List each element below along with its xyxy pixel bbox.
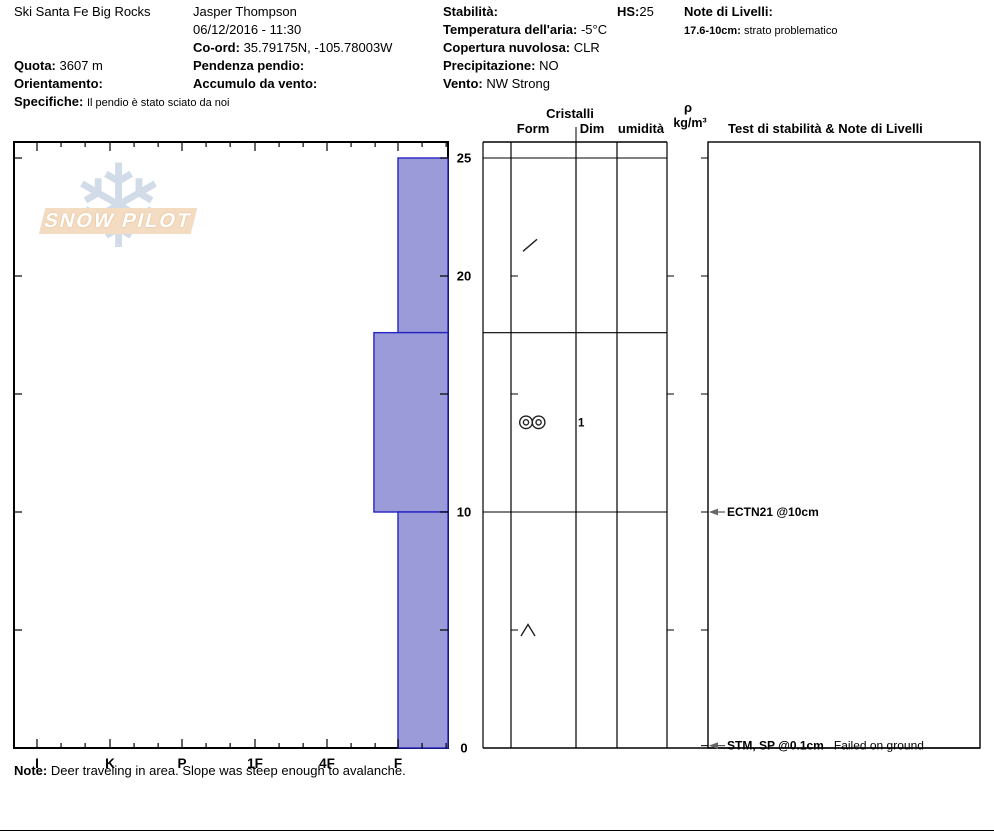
depth-label: 20 (457, 269, 471, 284)
pendenza-label: Pendenza pendio: (193, 58, 305, 73)
temperature-value: -5°C (580, 22, 608, 37)
test-result-text: ECTN21 @10cm (727, 505, 819, 519)
test-arrowhead-icon (709, 508, 718, 516)
quota-value: 3607 m (59, 58, 103, 73)
cloud-cover-label: Copertura nuvolosa: (443, 40, 571, 55)
grain-symbol-chevron (520, 623, 536, 637)
hs-row: HS:25 (617, 4, 654, 19)
specifiche-value: Il pendio è stato sciato da noi (86, 97, 230, 109)
wind-value: NW Strong (486, 76, 550, 91)
hardness-label: F (394, 756, 402, 771)
precipitation-value: NO (539, 58, 559, 73)
wind-row: Vento: NW Strong (443, 76, 550, 91)
coord-label: Co-ord: (193, 40, 240, 55)
stabilita-label: Stabilità: (443, 4, 498, 19)
hs-label: HS: (617, 4, 640, 19)
accumulo-label: Accumulo da vento: (193, 76, 318, 91)
test-arrowhead-icon (709, 742, 718, 750)
hardness-label: I (35, 756, 39, 771)
pit-note-row: Note: Deer traveling in area. Slope was … (14, 763, 406, 778)
grain-symbol-inner-circle (522, 419, 530, 426)
stability-test-annotations: ECTN21 @10cm STM, SP @0.1cm Failed on grou… (701, 505, 924, 753)
quota-row: Quota: 3607 m (14, 58, 103, 73)
layer-notes-header: Note di Livelli: (684, 4, 773, 19)
specifiche-row: Specifiche: Il pendio è stato sciato da … (14, 94, 229, 111)
snow-layer-bar (397, 157, 449, 334)
grain-symbol-slash (522, 238, 538, 252)
pendenza-row: Pendenza pendio: (193, 58, 304, 73)
page-footer-rule (0, 830, 994, 831)
pit-note-text: Deer traveling in area. Slope was steep … (50, 763, 406, 778)
chart-frames (13, 127, 981, 749)
temperature-label: Temperatura dell'aria: (443, 22, 578, 37)
depth-label: 0 (460, 741, 467, 756)
dim-column-header: Dim (580, 121, 605, 136)
density-symbol-header: ρ (684, 100, 692, 115)
density-units-header: kg/m³ (673, 116, 706, 130)
depth-axis-labels: 25 20 10 0 (457, 151, 471, 756)
coord-value: 35.79175N, -105.78003W (243, 40, 393, 55)
depth-label: 10 (457, 505, 471, 520)
precipitation-label: Precipitazione: (443, 58, 536, 73)
stability-tests-frame (707, 141, 981, 749)
stabilita-row: Stabilità: (443, 4, 498, 19)
hardness-bars (373, 157, 449, 749)
wind-label: Vento: (443, 76, 483, 91)
moisture-column-header: umidità (618, 121, 665, 136)
test-result-text: STM, SP @0.1cm Failed on ground (727, 739, 924, 753)
observer-name: Jasper Thompson (193, 4, 297, 19)
hs-value: 25 (639, 4, 654, 19)
orientamento-label: Orientamento: (14, 76, 103, 91)
crystals-column-header: Cristalli (546, 106, 594, 121)
precipitation-row: Precipitazione: NO (443, 58, 559, 73)
layer-note-range: 17.6-10cm: (684, 25, 741, 37)
snow-layer-bar (397, 511, 449, 749)
layer-note-row: 17.6-10cm: strato problematico (684, 24, 837, 39)
temperature-row: Temperatura dell'aria: -5°C (443, 22, 607, 37)
hardness-label: 4F (319, 756, 335, 771)
quota-label: Quota: (14, 58, 56, 73)
orientamento-row: Orientamento: (14, 76, 103, 91)
accumulo-row: Accumulo da vento: (193, 76, 317, 91)
grain-symbol-circle (531, 415, 546, 430)
stability-tests-column-header: Test di stabilità & Note di Livelli (728, 121, 923, 136)
grain-size-value: 1 (578, 417, 585, 429)
pit-datetime: 06/12/2016 - 11:30 (193, 22, 302, 37)
cloud-cover-value: CLR (573, 40, 600, 55)
layer-boundary-lines (483, 157, 667, 513)
hardness-label: 1F (247, 756, 263, 771)
hardness-label: K (105, 756, 115, 771)
snow-layer-bar (373, 331, 449, 513)
specifiche-label: Specifiche: (14, 94, 84, 109)
cloud-cover-row: Copertura nuvolosa: CLR (443, 40, 600, 55)
depth-label: 25 (457, 151, 471, 166)
snowpilot-watermark: ❄ SNOW PILOT (36, 150, 206, 272)
hardness-label: P (177, 756, 186, 771)
pit-note-label: Note: (14, 763, 48, 778)
form-column-header: Form (517, 121, 550, 136)
grain-symbol-circle (519, 415, 534, 430)
coord-row: Co-ord: 35.79175N, -105.78003W (193, 40, 392, 55)
grain-symbol-inner-circle (535, 419, 542, 426)
site-name: Ski Santa Fe Big Rocks (14, 4, 151, 19)
hardness-axis-labels: I K P 1F 4F F (35, 756, 402, 771)
grain-form-symbols: 1 (519, 238, 585, 637)
axis-ticks (14, 142, 708, 748)
snowflake-icon: ❄ (70, 150, 167, 266)
layer-note-text: strato problematico (743, 25, 838, 37)
